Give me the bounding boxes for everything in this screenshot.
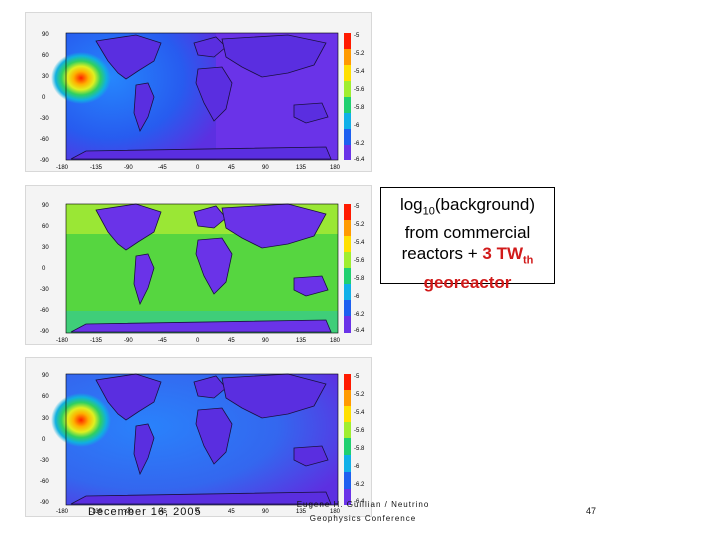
x-tick-label: 180: [330, 338, 341, 344]
footer-date: December 16, 2005: [88, 506, 202, 518]
caption-callout: log10(background) from commercial reacto…: [380, 187, 555, 292]
y-tick-label: 30: [42, 416, 49, 422]
x-tick-label: -180: [56, 165, 69, 171]
colorbar-tick-label: -5.6: [354, 428, 365, 434]
x-tick-label: 180: [330, 165, 341, 171]
colorbar-tick-label: -5.8: [354, 105, 365, 111]
y-tick-label: 0: [42, 437, 46, 443]
colorbar-tick-label: -6: [354, 294, 360, 300]
y-tick-label: 0: [42, 95, 46, 101]
page-number: 47: [586, 506, 597, 516]
x-tick-label: 135: [296, 165, 307, 171]
colorbar-tick-label: -5: [354, 204, 360, 210]
x-tick-label: 180: [330, 509, 341, 515]
caption-line-2: from commercial: [404, 223, 531, 243]
x-tick-label: 135: [296, 338, 307, 344]
colorbar-tick-label: -6.2: [354, 482, 365, 488]
x-tick-label: -135: [90, 165, 103, 171]
footer-conference: Eugene H. Guillian / Neutrino Geophysics…: [296, 500, 430, 523]
y-tick-label: 90: [42, 203, 49, 209]
y-tick-label: -60: [40, 137, 49, 143]
world-map-plot-3: 90 60 30 0 -30 -60 -90 -180 -135 -90 -45…: [40, 373, 365, 515]
colorbar-tick-label: -6.2: [354, 312, 365, 318]
map-panel-1: 90 60 30 0 -30 -60 -90 -180 -135 -90 -45…: [25, 12, 372, 172]
colorbar-tick-label: -5.4: [354, 69, 365, 75]
x-tick-label: -45: [158, 509, 167, 515]
colorbar-tick-label: -5.8: [354, 446, 365, 452]
x-tick-label: 0: [196, 165, 200, 171]
colorbar-tick-label: -5.4: [354, 410, 365, 416]
colorbar-tick-label: -5.4: [354, 240, 365, 246]
colorbar-tick-label: -5.6: [354, 87, 365, 93]
x-tick-label: -180: [56, 509, 69, 515]
y-tick-label: 30: [42, 74, 49, 80]
colorbar-tick-label: -6: [354, 464, 360, 470]
colorbar-tick-label: -6.4: [354, 328, 365, 334]
colorbar-tick-label: -5.2: [354, 392, 365, 398]
x-tick-label: 45: [228, 338, 235, 344]
y-tick-label: 90: [42, 373, 49, 379]
colorbar-2: [344, 204, 351, 333]
x-tick-label: 0: [196, 509, 200, 515]
x-tick-label: -180: [56, 338, 69, 344]
continents: [70, 373, 332, 505]
map-panel-2: 90 60 30 0 -30 -60 -90 -180 -135 -90 -45…: [25, 185, 372, 345]
x-tick-label: -90: [124, 509, 133, 515]
colorbar-tick-label: -6.4: [354, 157, 365, 163]
x-tick-label: 0: [196, 338, 200, 344]
continents: [70, 203, 332, 333]
x-tick-label: -45: [158, 338, 167, 344]
y-tick-label: 0: [42, 266, 46, 272]
colorbar-tick-label: -5: [354, 374, 360, 380]
colorbar-tick-label: -6: [354, 123, 360, 129]
x-tick-label: -90: [124, 338, 133, 344]
y-tick-label: 30: [42, 245, 49, 251]
x-tick-label: 45: [228, 165, 235, 171]
y-tick-label: -60: [40, 479, 49, 485]
y-tick-label: -90: [40, 500, 49, 506]
continents: [70, 34, 332, 160]
y-tick-label: -90: [40, 158, 49, 164]
colorbar-tick-label: -6.4: [354, 499, 365, 505]
y-tick-label: -30: [40, 116, 49, 122]
caption-line-1: log10(background): [399, 195, 536, 218]
y-tick-label: -90: [40, 329, 49, 335]
x-tick-label: 90: [262, 338, 269, 344]
caption-line-3: reactors + 3 TWth: [401, 244, 534, 267]
colorbar-1: [344, 33, 351, 160]
caption-line-4: georeactor: [423, 272, 512, 292]
world-map-plot-2: 90 60 30 0 -30 -60 -90 -180 -135 -90 -45…: [40, 203, 365, 344]
colorbar-tick-label: -5.6: [354, 258, 365, 264]
colorbar-tick-label: -5.2: [354, 222, 365, 228]
georeactor-hotspot: [51, 52, 111, 104]
y-tick-label: 60: [42, 224, 49, 230]
x-tick-label: 90: [262, 509, 269, 515]
colorbar-3: [344, 374, 351, 505]
x-tick-label: -90: [124, 165, 133, 171]
world-map-plot-1: 90 60 30 0 -30 -60 -90 -180 -135 -90 -45…: [40, 32, 365, 171]
x-tick-label: -135: [90, 509, 103, 515]
georeactor-hotspot: [51, 393, 111, 447]
x-tick-label: 135: [296, 509, 307, 515]
x-tick-label: -135: [90, 338, 103, 344]
y-tick-label: -60: [40, 308, 49, 314]
x-tick-label: 45: [228, 509, 235, 515]
colorbar-tick-label: -5.2: [354, 51, 365, 57]
colorbar-tick-label: -6.2: [354, 141, 365, 147]
y-tick-label: 90: [42, 32, 49, 38]
y-tick-label: -30: [40, 458, 49, 464]
y-tick-label: -30: [40, 287, 49, 293]
x-tick-label: 90: [262, 165, 269, 171]
y-tick-label: 60: [42, 394, 49, 400]
map-panel-3: 90 60 30 0 -30 -60 -90 -180 -135 -90 -45…: [25, 357, 372, 517]
y-tick-label: 60: [42, 53, 49, 59]
colorbar-tick-label: -5: [354, 33, 360, 39]
colorbar-tick-label: -5.8: [354, 276, 365, 282]
x-tick-label: -45: [158, 165, 167, 171]
